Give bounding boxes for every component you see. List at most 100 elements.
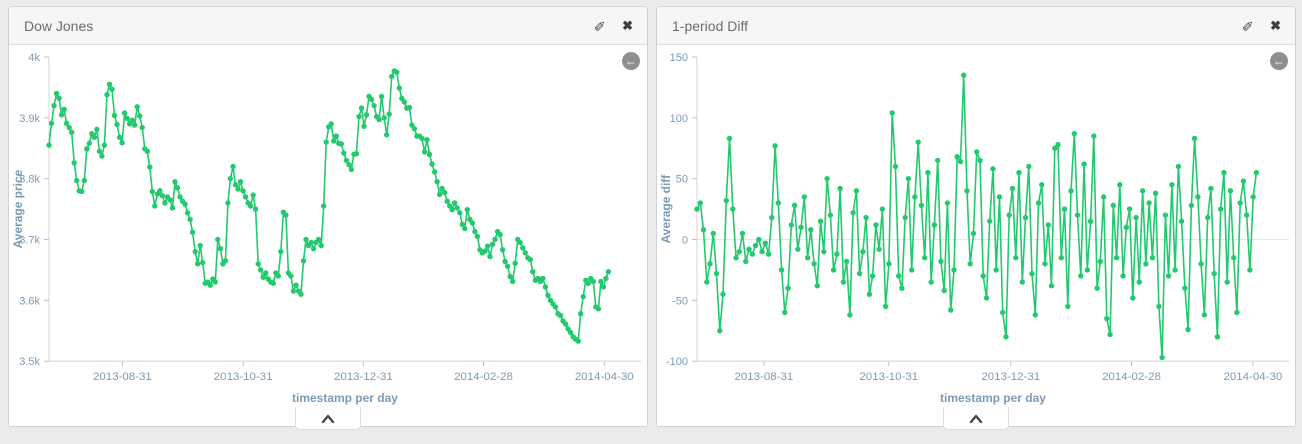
data-point[interactable] xyxy=(600,284,607,290)
data-point[interactable] xyxy=(1019,279,1025,285)
data-point[interactable] xyxy=(1009,185,1016,192)
data-point[interactable] xyxy=(499,247,506,253)
data-point[interactable] xyxy=(876,246,882,252)
data-point[interactable] xyxy=(736,248,742,255)
data-point[interactable] xyxy=(1208,185,1214,192)
data-point[interactable] xyxy=(1026,163,1032,170)
data-point[interactable] xyxy=(1149,255,1156,261)
data-point[interactable] xyxy=(1107,331,1113,338)
data-point[interactable] xyxy=(1110,202,1116,209)
data-point[interactable] xyxy=(700,227,707,233)
data-point[interactable] xyxy=(585,280,591,286)
data-point[interactable] xyxy=(522,250,528,256)
data-point[interactable] xyxy=(232,182,239,188)
data-point[interactable] xyxy=(1113,255,1120,261)
data-point[interactable] xyxy=(283,212,289,218)
data-point[interactable] xyxy=(66,124,72,131)
data-point[interactable] xyxy=(974,149,980,155)
data-point[interactable] xyxy=(1081,161,1087,167)
data-point[interactable] xyxy=(184,210,191,216)
data-point[interactable] xyxy=(492,236,498,243)
data-point[interactable] xyxy=(1205,214,1211,221)
data-point[interactable] xyxy=(912,194,918,200)
data-point[interactable] xyxy=(1214,334,1221,340)
data-point[interactable] xyxy=(454,205,460,211)
data-point[interactable] xyxy=(697,200,703,206)
data-point[interactable] xyxy=(278,248,284,255)
data-point[interactable] xyxy=(215,236,221,243)
data-point[interactable] xyxy=(1061,206,1068,212)
data-point[interactable] xyxy=(101,142,108,148)
data-point[interactable] xyxy=(1022,214,1029,221)
data-point[interactable] xyxy=(1146,200,1152,206)
data-point[interactable] xyxy=(260,274,266,280)
data-point[interactable] xyxy=(928,279,934,285)
data-point[interactable] xyxy=(363,112,370,118)
data-point[interactable] xyxy=(1045,222,1051,228)
data-point[interactable] xyxy=(1091,133,1097,139)
data-point[interactable] xyxy=(104,91,110,98)
data-point[interactable] xyxy=(837,185,843,192)
data-point[interactable] xyxy=(954,154,960,160)
data-point[interactable] xyxy=(938,258,944,265)
data-point[interactable] xyxy=(595,306,602,312)
data-point[interactable] xyxy=(791,202,798,209)
data-point[interactable] xyxy=(258,267,264,273)
data-point[interactable] xyxy=(961,72,967,78)
data-point[interactable] xyxy=(944,200,951,206)
data-point[interactable] xyxy=(147,164,153,170)
data-point[interactable] xyxy=(449,206,455,213)
data-point[interactable] xyxy=(507,273,513,280)
data-point[interactable] xyxy=(1218,206,1224,212)
data-point[interactable] xyxy=(318,242,324,249)
data-point[interactable] xyxy=(381,115,387,121)
data-point[interactable] xyxy=(119,140,125,146)
data-point[interactable] xyxy=(990,166,996,172)
data-point[interactable] xyxy=(346,161,352,168)
data-point[interactable] xyxy=(847,312,853,318)
data-point[interactable] xyxy=(1201,312,1208,318)
data-point[interactable] xyxy=(376,116,382,123)
data-point[interactable] xyxy=(1152,190,1159,196)
data-point[interactable] xyxy=(925,169,931,176)
data-point[interactable] xyxy=(1224,279,1230,285)
data-point[interactable] xyxy=(348,166,355,173)
data-point[interactable] xyxy=(1013,255,1019,261)
data-point[interactable] xyxy=(429,161,435,167)
data-point[interactable] xyxy=(1133,214,1139,221)
data-point[interactable] xyxy=(769,214,775,221)
data-point[interactable] xyxy=(1178,218,1185,224)
data-point[interactable] xyxy=(106,81,113,88)
data-point[interactable] xyxy=(252,206,259,212)
data-point[interactable] xyxy=(91,134,98,140)
data-point[interactable] xyxy=(951,267,957,273)
data-point[interactable] xyxy=(497,231,503,238)
data-point[interactable] xyxy=(840,279,847,285)
data-point[interactable] xyxy=(144,148,150,154)
data-point[interactable] xyxy=(240,188,246,194)
data-point[interactable] xyxy=(116,134,123,140)
data-point[interactable] xyxy=(720,291,726,297)
data-point[interactable] xyxy=(217,245,224,252)
data-point[interactable] xyxy=(850,210,856,216)
data-point[interactable] xyxy=(323,139,329,145)
data-point[interactable] xyxy=(788,222,794,228)
data-point[interactable] xyxy=(109,86,115,92)
data-point[interactable] xyxy=(710,230,716,237)
data-point[interactable] xyxy=(358,105,365,111)
data-point[interactable] xyxy=(56,95,62,102)
data-point[interactable] xyxy=(482,248,488,254)
data-point[interactable] xyxy=(406,104,413,111)
data-point[interactable] xyxy=(804,255,811,261)
data-point[interactable] xyxy=(817,218,824,224)
data-point[interactable] xyxy=(756,236,762,243)
data-point[interactable] xyxy=(441,189,448,196)
data-point[interactable] xyxy=(1084,267,1090,273)
data-point[interactable] xyxy=(1250,194,1256,200)
data-point[interactable] xyxy=(980,273,986,279)
data-point[interactable] xyxy=(384,132,390,138)
data-point[interactable] xyxy=(242,194,249,200)
data-point[interactable] xyxy=(328,121,334,127)
data-point[interactable] xyxy=(86,140,93,147)
data-point[interactable] xyxy=(540,275,546,282)
